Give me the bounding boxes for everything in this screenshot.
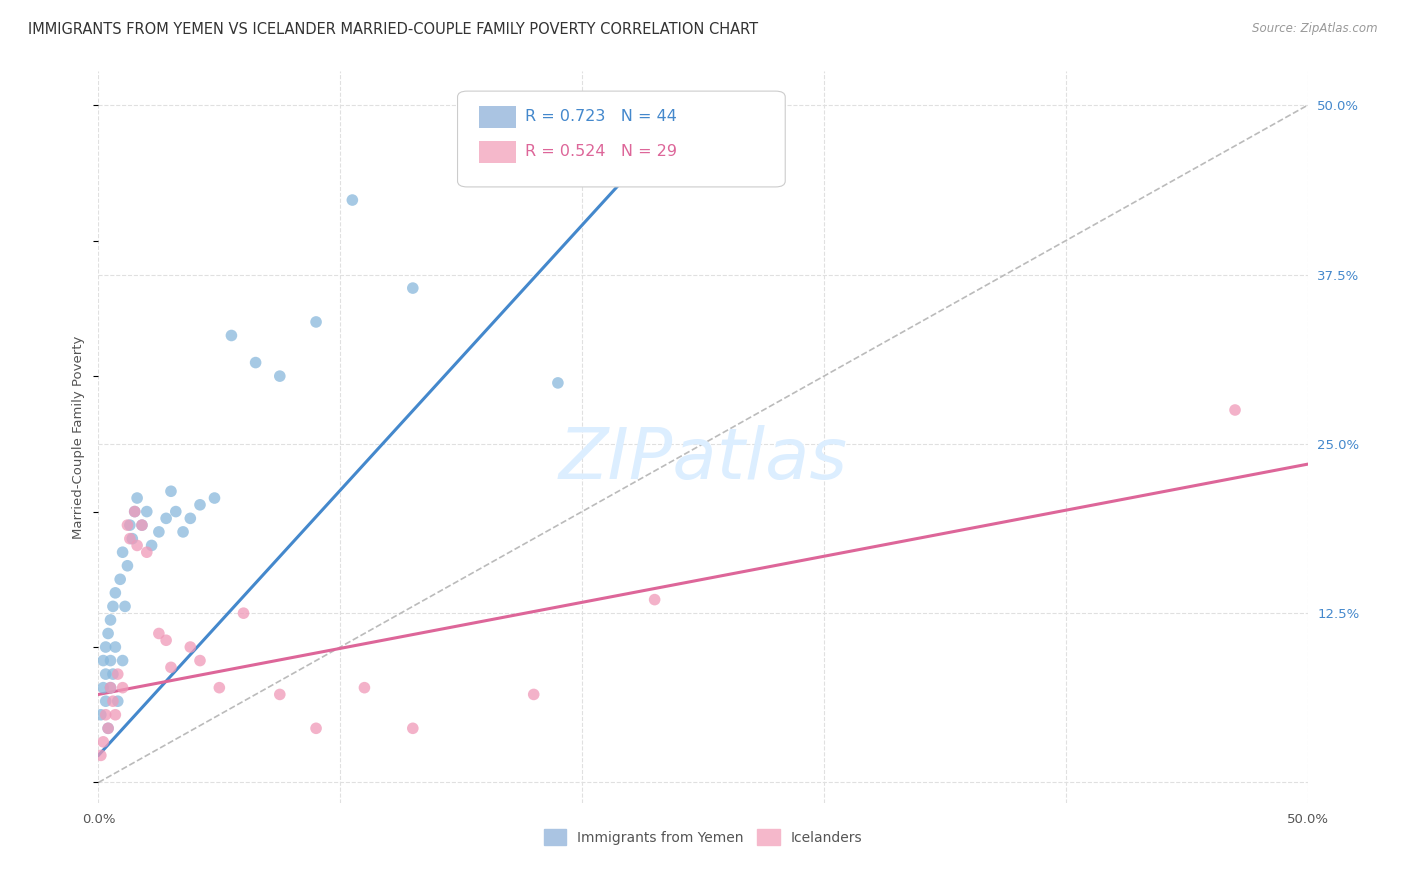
Legend: Immigrants from Yemen, Icelanders: Immigrants from Yemen, Icelanders	[538, 823, 868, 851]
Point	[208, 681, 231, 695]
Point	[644, 592, 666, 607]
Point	[104, 640, 127, 654]
Point	[94, 667, 117, 681]
Point	[402, 281, 425, 295]
Point	[97, 721, 120, 735]
Point	[101, 694, 124, 708]
Text: ZIPatlas: ZIPatlas	[558, 425, 848, 493]
Point	[179, 511, 201, 525]
Point	[101, 599, 124, 614]
Point	[91, 681, 114, 695]
Point	[131, 518, 153, 533]
Point	[179, 640, 201, 654]
Point	[117, 518, 139, 533]
Text: R = 0.524   N = 29: R = 0.524 N = 29	[526, 145, 678, 160]
Point	[523, 688, 546, 702]
Point	[160, 660, 183, 674]
Point	[155, 511, 177, 525]
Point	[269, 688, 291, 702]
Point	[172, 524, 194, 539]
Point	[108, 572, 131, 586]
Point	[155, 633, 177, 648]
Point	[305, 721, 328, 735]
Point	[131, 518, 153, 533]
Point	[94, 707, 117, 722]
Point	[124, 505, 146, 519]
Point	[655, 139, 678, 153]
Point	[111, 681, 134, 695]
FancyBboxPatch shape	[479, 106, 516, 128]
Point	[135, 545, 157, 559]
Point	[100, 613, 122, 627]
Point	[305, 315, 328, 329]
Point	[100, 654, 122, 668]
Point	[160, 484, 183, 499]
Point	[117, 558, 139, 573]
Point	[135, 505, 157, 519]
Point	[104, 707, 127, 722]
Point	[111, 545, 134, 559]
Text: Source: ZipAtlas.com: Source: ZipAtlas.com	[1253, 22, 1378, 36]
Point	[124, 505, 146, 519]
Text: R = 0.723   N = 44: R = 0.723 N = 44	[526, 109, 678, 124]
Point	[269, 369, 291, 384]
Point	[97, 626, 120, 640]
Point	[402, 721, 425, 735]
Point	[118, 518, 141, 533]
Point	[127, 538, 149, 552]
Point	[121, 532, 143, 546]
Point	[107, 667, 129, 681]
Point	[204, 491, 226, 505]
Point	[353, 681, 375, 695]
Point	[91, 735, 114, 749]
Point	[97, 721, 120, 735]
Point	[94, 640, 117, 654]
Point	[107, 694, 129, 708]
Point	[547, 376, 569, 390]
Point	[100, 681, 122, 695]
Point	[94, 694, 117, 708]
Point	[90, 748, 112, 763]
Y-axis label: Married-Couple Family Poverty: Married-Couple Family Poverty	[72, 335, 86, 539]
Point	[100, 681, 122, 695]
Point	[101, 667, 124, 681]
Point	[90, 707, 112, 722]
Point	[165, 505, 187, 519]
Point	[127, 491, 149, 505]
Point	[1223, 403, 1246, 417]
Point	[245, 355, 267, 369]
Text: IMMIGRANTS FROM YEMEN VS ICELANDER MARRIED-COUPLE FAMILY POVERTY CORRELATION CHA: IMMIGRANTS FROM YEMEN VS ICELANDER MARRI…	[28, 22, 758, 37]
Point	[91, 654, 114, 668]
Point	[221, 328, 243, 343]
Point	[111, 654, 134, 668]
FancyBboxPatch shape	[479, 141, 516, 163]
FancyBboxPatch shape	[457, 91, 785, 187]
Point	[148, 524, 170, 539]
Point	[118, 532, 141, 546]
Point	[188, 498, 211, 512]
Point	[104, 586, 127, 600]
Point	[114, 599, 136, 614]
Point	[342, 193, 364, 207]
Point	[148, 626, 170, 640]
Point	[232, 606, 254, 620]
Point	[188, 654, 211, 668]
Point	[141, 538, 163, 552]
